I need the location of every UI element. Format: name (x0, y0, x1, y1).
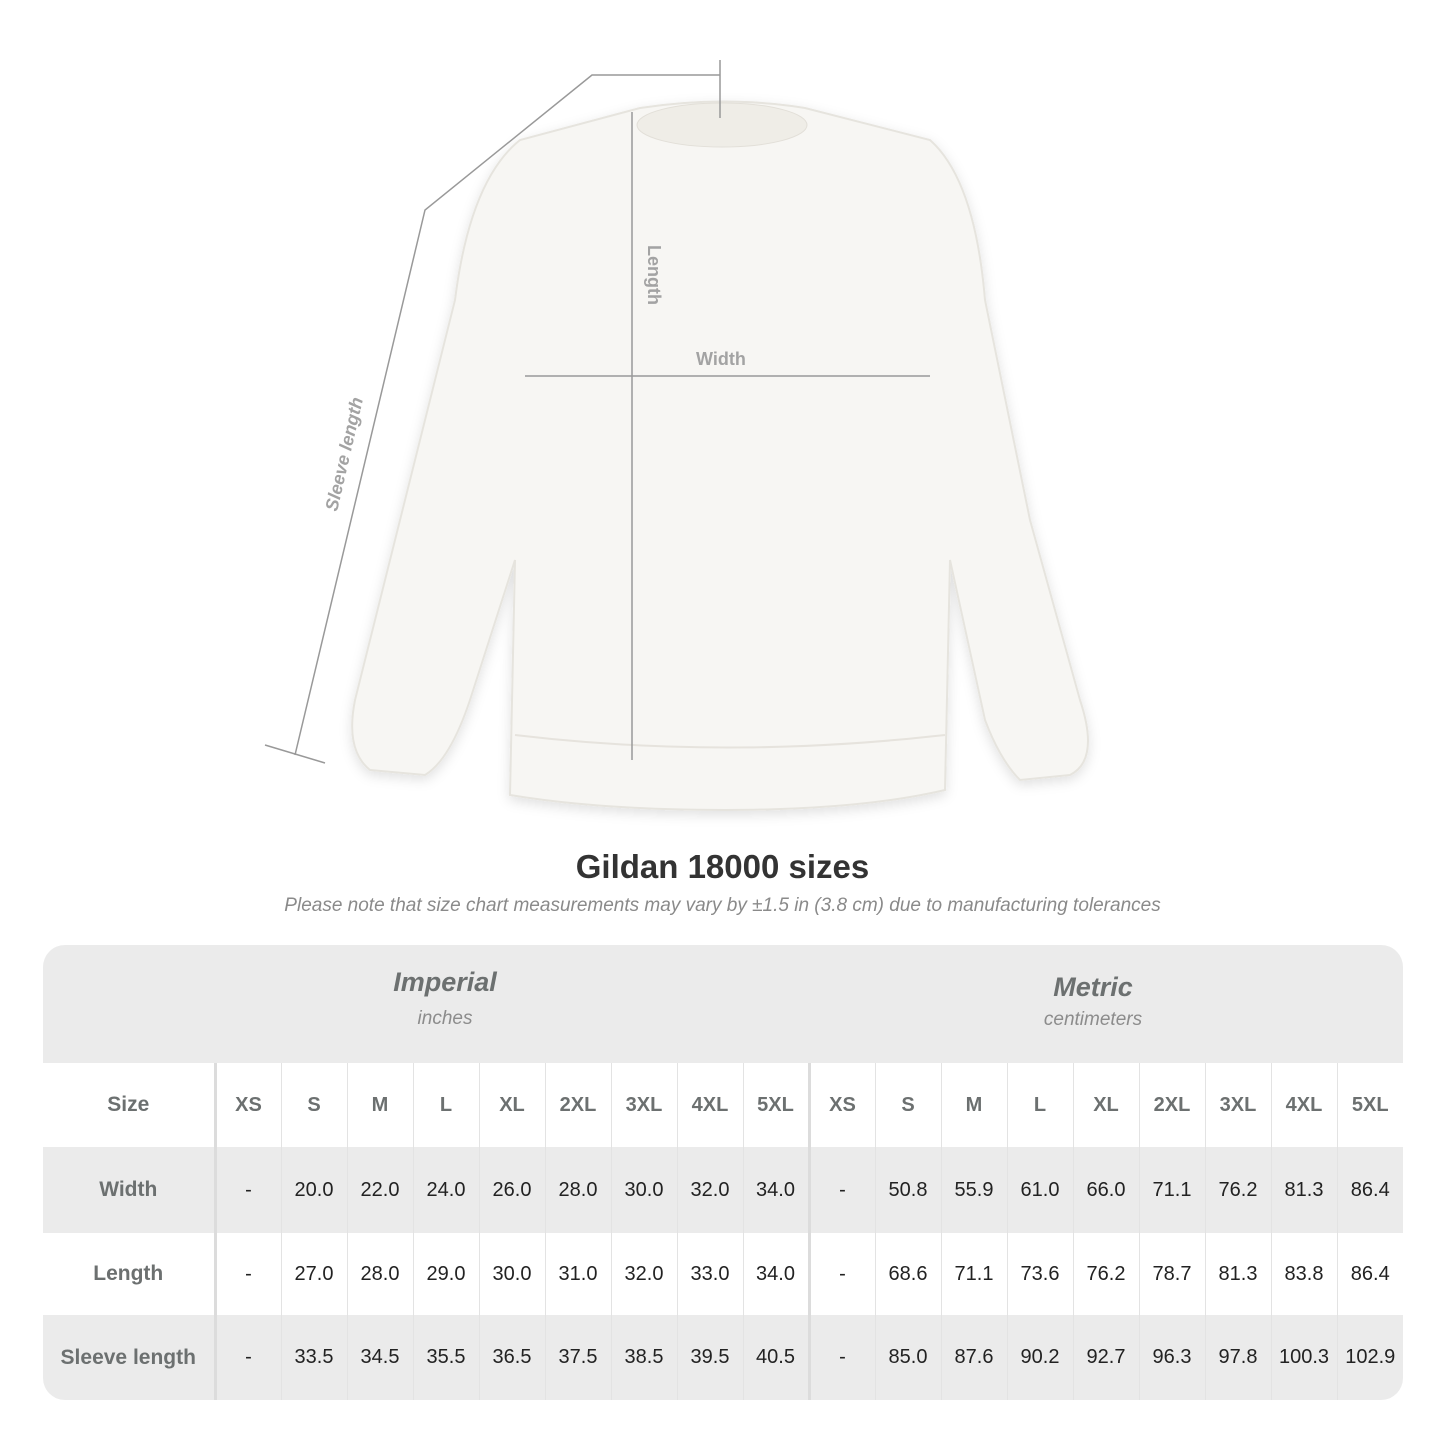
row-label: Length (43, 1233, 217, 1315)
metric-value-cell: 66.0 (1072, 1147, 1139, 1233)
metric-value-cell: 90.2 (1006, 1315, 1073, 1400)
metric-value-cell: 92.7 (1072, 1315, 1139, 1400)
imperial-value-cell: 31.0 (544, 1233, 611, 1315)
metric-value-cell: 81.3 (1204, 1233, 1271, 1315)
metric-size-header: 5XL (1336, 1063, 1403, 1147)
width-label: Width (696, 349, 746, 369)
metric-value-cell: 85.0 (874, 1315, 941, 1400)
length-label: Length (644, 245, 664, 305)
imperial-value-cell: 27.0 (280, 1233, 347, 1315)
imperial-size-header: S (280, 1063, 347, 1147)
metric-size-header: 3XL (1204, 1063, 1271, 1147)
imperial-size-header: M (346, 1063, 413, 1147)
metric-value-cell: 83.8 (1270, 1233, 1337, 1315)
imperial-size-header: XS (214, 1063, 281, 1147)
imperial-value-cell: 32.0 (676, 1147, 743, 1233)
imperial-value-cell: 34.0 (742, 1147, 809, 1233)
imperial-value-cell: 28.0 (346, 1233, 413, 1315)
imperial-value-cell: 28.0 (544, 1147, 611, 1233)
table-row: Sleeve length -33.5 34.5 35.5 36.5 37.5 38.5 39… (43, 1315, 1403, 1400)
sleeve-length-label: Sleeve length (321, 395, 367, 513)
imperial-size-header: 5XL (742, 1063, 809, 1147)
metric-size-header: XL (1072, 1063, 1139, 1147)
metric-value-cell: 96.3 (1138, 1315, 1205, 1400)
metric-value-cell: 100.3 (1270, 1315, 1337, 1400)
size-table-card: Imperial inches Metric centimeters Size X… (43, 945, 1403, 1400)
imperial-size-header: L (412, 1063, 479, 1147)
imperial-header: Imperial inches (245, 967, 645, 1030)
metric-value-cell: 87.6 (940, 1315, 1007, 1400)
tolerance-note: Please note that size chart measurements… (284, 895, 1161, 916)
imperial-value-cell: 22.0 (346, 1147, 413, 1233)
size-label: Size (43, 1063, 217, 1147)
imperial-value-cell: 26.0 (478, 1147, 545, 1233)
metric-value-cell: 76.2 (1204, 1147, 1271, 1233)
imperial-value-cell: 38.5 (610, 1315, 677, 1400)
table-row: Width -20.0 22.0 24.0 26.0 28.0 30.0 32.0 34.0-5… (43, 1147, 1403, 1233)
imperial-value-cell: 30.0 (478, 1233, 545, 1315)
metric-value-cell: 86.4 (1336, 1233, 1403, 1315)
metric-value-cell: 71.1 (1138, 1147, 1205, 1233)
imperial-value-cell: - (214, 1315, 281, 1400)
metric-value-cell: 102.9 (1336, 1315, 1403, 1400)
imperial-size-header: 3XL (610, 1063, 677, 1147)
imperial-value-cell: 32.0 (610, 1233, 677, 1315)
sweatshirt-illustration: Length Width Sleeve length (264, 60, 1089, 812)
imperial-value-cell: 33.5 (280, 1315, 347, 1400)
metric-size-header: L (1006, 1063, 1073, 1147)
metric-size-header: S (874, 1063, 941, 1147)
imperial-value-cell: 34.0 (742, 1233, 809, 1315)
imperial-unit: inches (417, 1008, 473, 1029)
metric-value-cell: 86.4 (1336, 1147, 1403, 1233)
imperial-title: Imperial (393, 967, 497, 997)
unit-system-header: Imperial inches Metric centimeters (43, 945, 1403, 1063)
metric-size-header: 2XL (1138, 1063, 1205, 1147)
metric-value-cell: 50.8 (874, 1147, 941, 1233)
metric-title: Metric (1053, 972, 1133, 1002)
metric-value-cell: 81.3 (1270, 1147, 1337, 1233)
imperial-value-cell: 35.5 (412, 1315, 479, 1400)
metric-size-header: 4XL (1270, 1063, 1337, 1147)
imperial-size-header: 4XL (676, 1063, 743, 1147)
imperial-size-header: XL (478, 1063, 545, 1147)
imperial-value-cell: 39.5 (676, 1315, 743, 1400)
imperial-value-cell: 40.5 (742, 1315, 809, 1400)
metric-size-header: M (940, 1063, 1007, 1147)
metric-value-cell: 73.6 (1006, 1233, 1073, 1315)
metric-value-cell: 71.1 (940, 1233, 1007, 1315)
metric-value-cell: 97.8 (1204, 1315, 1271, 1400)
metric-value-cell: 61.0 (1006, 1147, 1073, 1233)
imperial-value-cell: 20.0 (280, 1147, 347, 1233)
metric-size-header: XS (807, 1063, 875, 1147)
imperial-value-cell: - (214, 1147, 281, 1233)
imperial-size-header: 2XL (544, 1063, 611, 1147)
metric-value-cell: 68.6 (874, 1233, 941, 1315)
metric-value-cell: - (807, 1315, 875, 1400)
row-label: Width (43, 1147, 217, 1233)
imperial-value-cell: 37.5 (544, 1315, 611, 1400)
imperial-value-cell: 33.0 (676, 1233, 743, 1315)
imperial-value-cell: 34.5 (346, 1315, 413, 1400)
measurement-lines (264, 60, 930, 764)
metric-header: Metric centimeters (893, 972, 1293, 1031)
sweatshirt (351, 100, 1089, 812)
imperial-value-cell: 24.0 (412, 1147, 479, 1233)
metric-value-cell: 55.9 (940, 1147, 1007, 1233)
metric-value-cell: - (807, 1233, 875, 1315)
page-title: Gildan 18000 sizes (575, 848, 870, 885)
imperial-value-cell: 29.0 (412, 1233, 479, 1315)
table-row: Length -27.0 28.0 29.0 30.0 31.0 32.0 33.0 34.0-… (43, 1233, 1403, 1315)
imperial-value-cell: 36.5 (478, 1315, 545, 1400)
imperial-value-cell: 30.0 (610, 1147, 677, 1233)
size-header-row: Size XS S M L XL 2XL 3XL 4XL 5XL XS S M L XL 2XL 3XL 4XL 5… (43, 1063, 1403, 1147)
size-table: Size XS S M L XL 2XL 3XL 4XL 5XL XS S M L XL 2XL 3XL 4XL 5… (43, 1063, 1403, 1400)
imperial-value-cell: - (214, 1233, 281, 1315)
metric-unit: centimeters (1043, 1009, 1143, 1030)
row-label: Sleeve length (43, 1315, 217, 1400)
metric-value-cell: 78.7 (1138, 1233, 1205, 1315)
metric-value-cell: 76.2 (1072, 1233, 1139, 1315)
metric-value-cell: - (807, 1147, 875, 1233)
